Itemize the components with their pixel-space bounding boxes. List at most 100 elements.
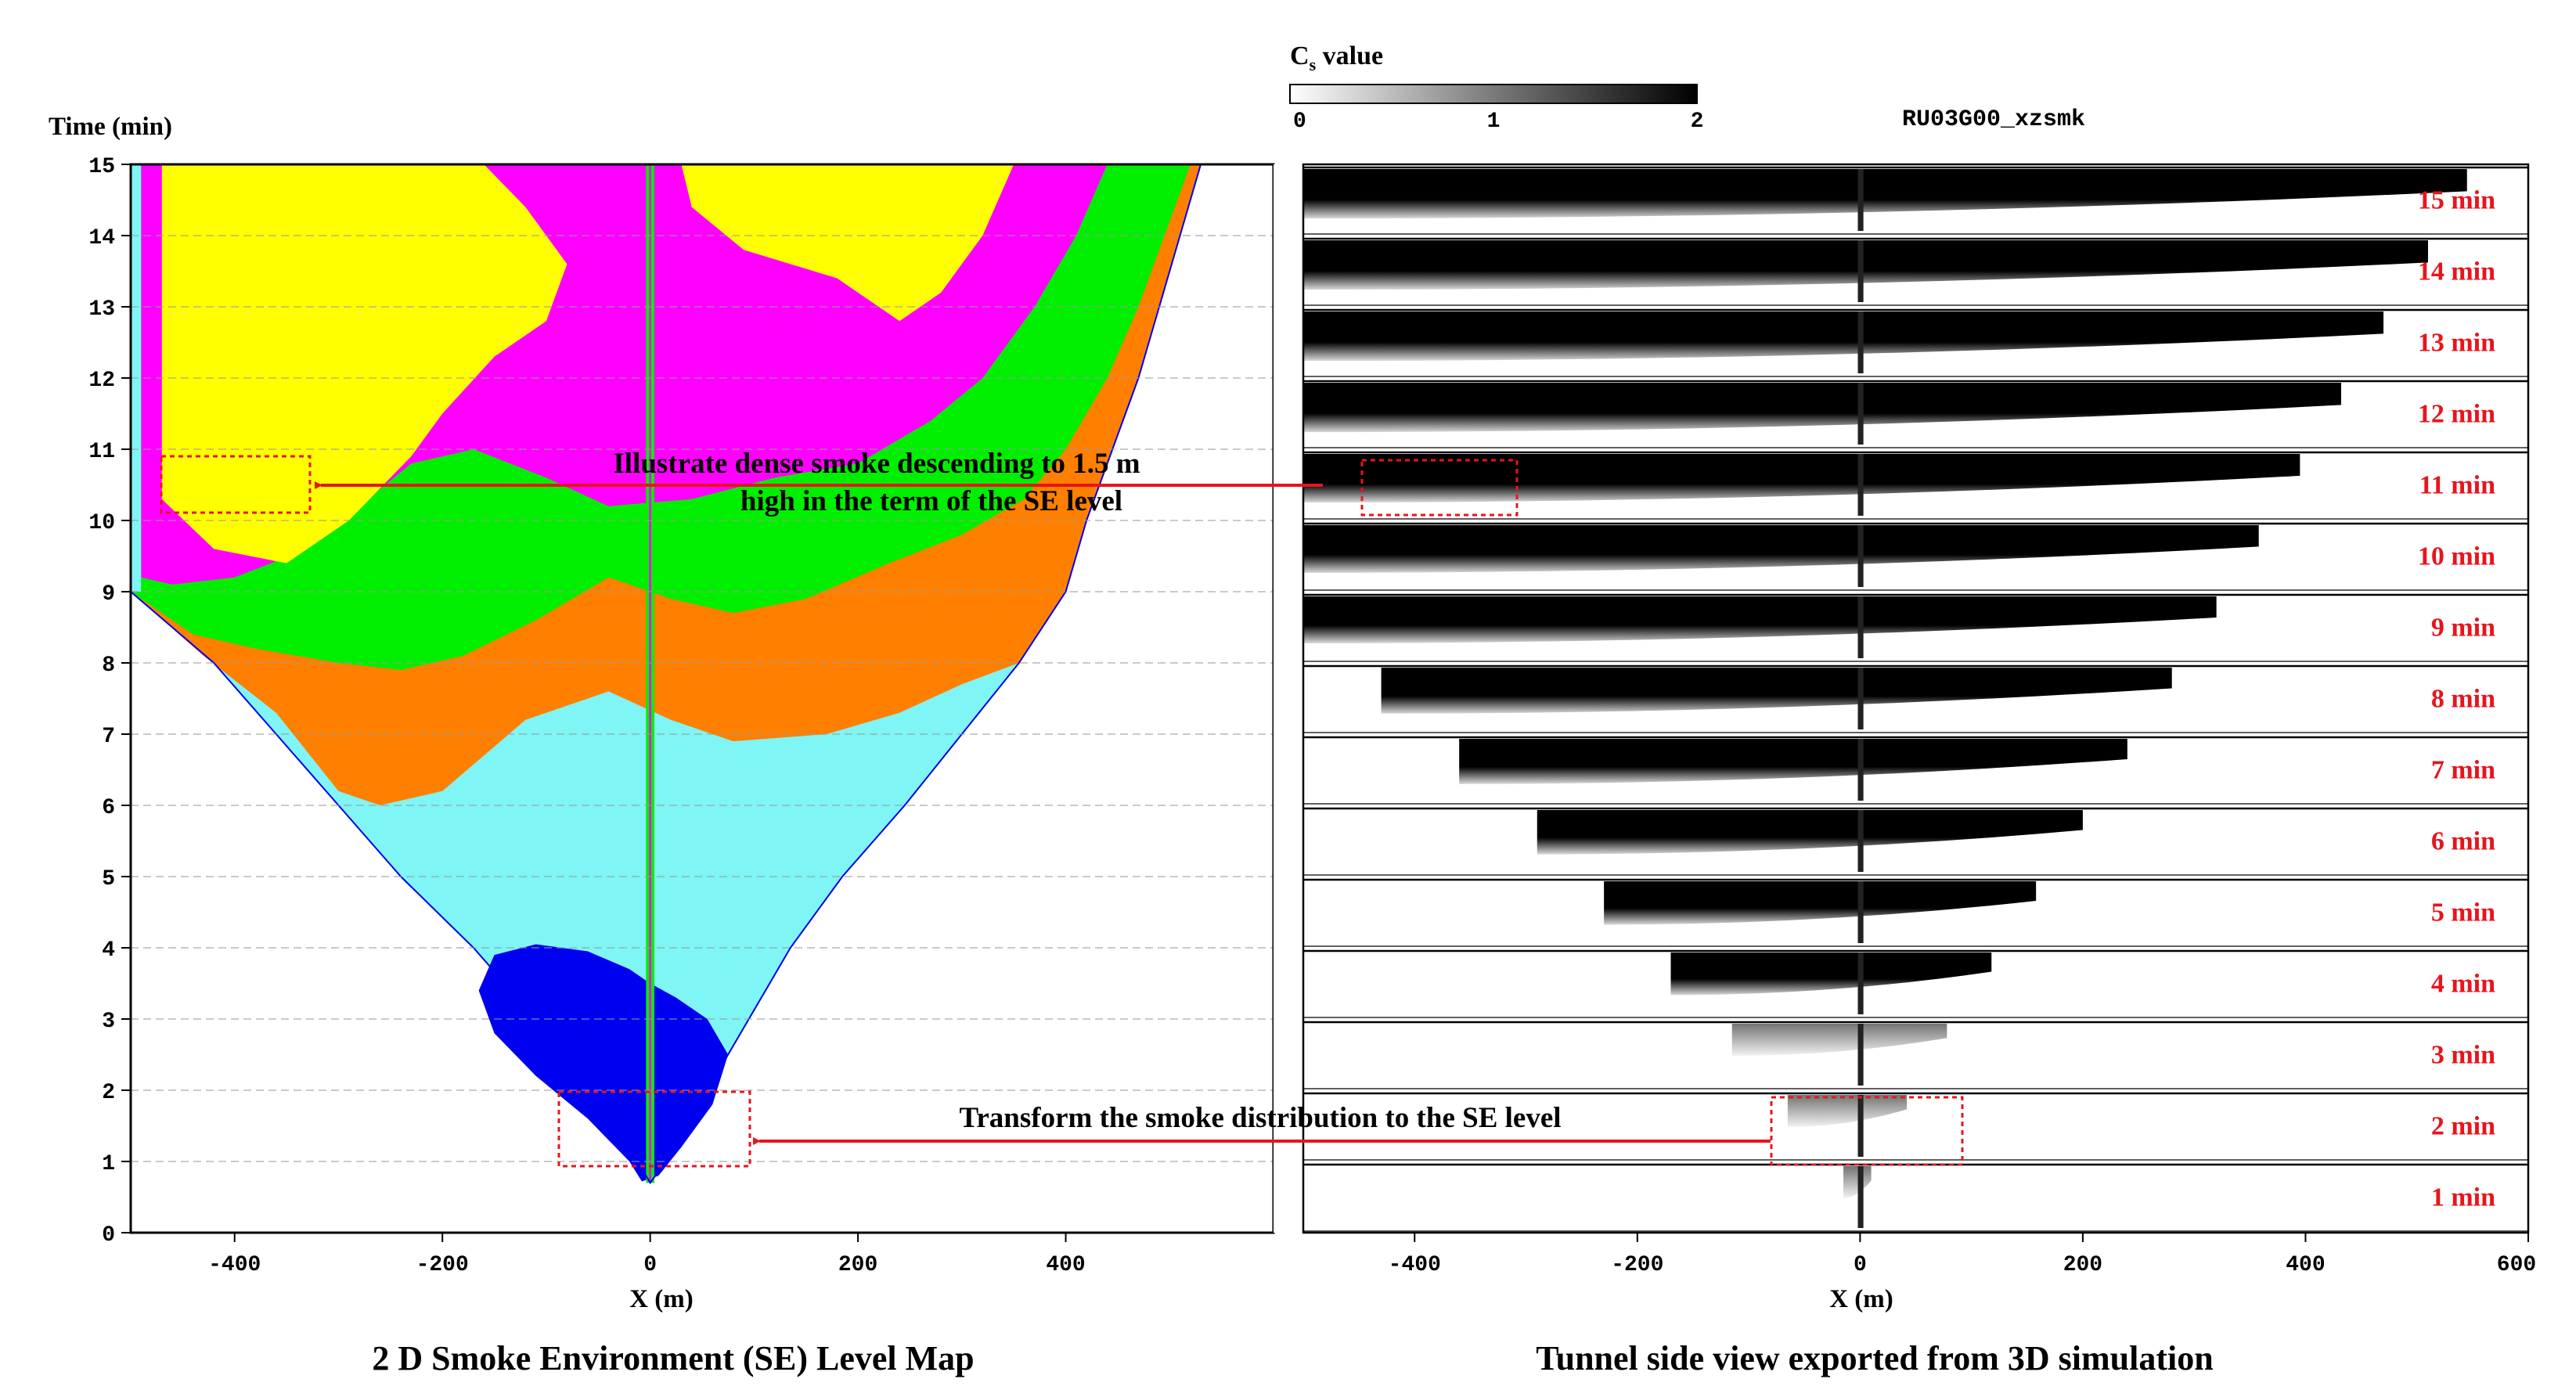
smoke-layer-4min — [1670, 952, 1992, 996]
left-gridlines — [131, 235, 1274, 1162]
right-x-tick-label-0: 0 — [1854, 1253, 1867, 1277]
smoke-layer-9min — [1303, 596, 2217, 643]
colorbar-title: Cs value — [1290, 41, 1383, 74]
smoke-layer-2min — [1787, 1095, 1908, 1127]
left-x-tick-label--200: -200 — [416, 1253, 469, 1277]
snapshot-label-11min: 11 min — [2419, 470, 2495, 499]
smoke-layer-7min — [1459, 739, 2127, 784]
left-x-tick-label-200: 200 — [838, 1253, 877, 1277]
y-tick-label-15: 15 — [88, 155, 115, 179]
y-tick-label-10: 10 — [88, 511, 115, 535]
snapshot-label-6min: 6 min — [2431, 826, 2495, 855]
snapshot-label-4min: 4 min — [2431, 969, 2495, 998]
right-x-tick-label--200: -200 — [1611, 1253, 1663, 1277]
right-x-tick-label-400: 400 — [2286, 1253, 2325, 1277]
left-x-axis-label: X (m) — [629, 1285, 694, 1313]
smoke-layer-10min — [1303, 525, 2259, 573]
left-highlight-box-bottom — [557, 1090, 751, 1168]
se-level-blue-region — [478, 944, 729, 1182]
right-x-tick-label--400: -400 — [1389, 1253, 1441, 1277]
fire-plume-13min — [1857, 311, 1864, 373]
snapshot-label-7min: 7 min — [2431, 755, 2495, 784]
left-x-axis-ticks: -400 -200 0 200 400 — [208, 1233, 1086, 1277]
fire-plume-7min — [1857, 739, 1864, 801]
smoke-layer-15min — [1303, 169, 2467, 219]
snapshot-label-14min: 14 min — [2418, 257, 2495, 286]
colorbar-tick-0: 0 — [1293, 110, 1306, 134]
se-level-yellow-region-left — [161, 164, 567, 564]
right-x-axis-label: X (m) — [1829, 1285, 1893, 1313]
snapshot-label-2min: 2 min — [2431, 1111, 2495, 1140]
annotations: Illustrate dense smoke descending to 1.5… — [160, 448, 1964, 1168]
fire-plume-14min — [1857, 240, 1864, 302]
smoke-layer-12min — [1303, 383, 2341, 433]
fire-plume-8min — [1857, 668, 1864, 729]
fire-plume-15min — [1857, 169, 1864, 231]
snapshot-label-12min: 12 min — [2418, 399, 2495, 428]
snapshot-label-13min: 13 min — [2418, 328, 2495, 357]
smoke-layer-8min — [1381, 668, 2172, 714]
y-tick-label-0: 0 — [102, 1223, 115, 1248]
fire-plume-9min — [1857, 596, 1864, 658]
smoke-layer-11min — [1303, 454, 2300, 503]
fire-plume-1min — [1857, 1166, 1864, 1228]
left-x-tick-label--400: -400 — [208, 1253, 261, 1277]
smoke-layer-1min — [1843, 1166, 1872, 1198]
smoke-layer-3min — [1731, 1024, 1947, 1056]
se-level-center-plume-core — [649, 164, 651, 1183]
smoke-layer-5min — [1604, 881, 2037, 925]
right-panel-title: Tunnel side view exported from 3D simula… — [1536, 1339, 2213, 1377]
colorbar-tick-1: 1 — [1487, 110, 1501, 134]
left-x-tick-label-0: 0 — [643, 1253, 657, 1277]
colorbar-gradient — [1289, 84, 1698, 104]
right-highlight-box-bottom — [1770, 1096, 1964, 1166]
fire-plume-11min — [1857, 454, 1864, 516]
colorbar: Cs value 0 1 2 — [1289, 41, 1704, 134]
snapshot-label-8min: 8 min — [2431, 684, 2495, 713]
left-highlight-box-top — [160, 455, 312, 514]
annotation-top-line2: high in the term of the SE level — [740, 485, 1122, 517]
snapshot-label-15min: 15 min — [2418, 185, 2495, 214]
fire-plume-6min — [1857, 810, 1864, 872]
se-level-regions — [130, 164, 1202, 1185]
right-x-axis-ticks: -400 -200 0 200 400 600 — [1389, 1233, 2536, 1277]
se-level-yellow-region-right — [681, 164, 1014, 322]
annotation-top-line1: Illustrate dense smoke descending to 1.5… — [613, 448, 1140, 480]
annotation-bottom: Transform the smoke distribution to the … — [959, 1102, 1561, 1134]
fire-plume-4min — [1857, 952, 1864, 1014]
y-tick-label-13: 13 — [88, 297, 115, 322]
snapshot-label-3min: 3 min — [2431, 1040, 2495, 1069]
run-label: RU03G00_xzsmk — [1902, 106, 2085, 133]
y-tick-label-1: 1 — [102, 1152, 115, 1176]
right-x-tick-label-200: 200 — [2063, 1253, 2102, 1277]
y-tick-label-9: 9 — [102, 582, 115, 607]
y-tick-label-6: 6 — [102, 796, 115, 820]
fire-plume-12min — [1857, 383, 1864, 445]
fire-plume-3min — [1857, 1024, 1864, 1086]
snapshot-label-1min: 1 min — [2431, 1183, 2495, 1212]
fire-plume-2min — [1857, 1095, 1864, 1157]
right-plot-frame — [1302, 163, 2530, 1234]
left-y-axis-label: Time (min) — [49, 113, 172, 141]
fire-plume-10min — [1857, 525, 1864, 587]
smoke-layer-6min — [1537, 810, 2083, 855]
snapshot-label-5min: 5 min — [2431, 898, 2495, 927]
y-tick-label-12: 12 — [88, 369, 115, 393]
y-tick-label-14: 14 — [88, 226, 115, 250]
y-tick-label-4: 4 — [102, 938, 115, 963]
left-x-tick-label-400: 400 — [1046, 1253, 1085, 1277]
snapshot-label-9min: 9 min — [2431, 613, 2495, 642]
tunnel-snapshot-strips: 15 min 14 min 13 min 12 min 11 min 10 min 9 mi… — [1303, 166, 2528, 1232]
y-tick-label-7: 7 — [102, 725, 115, 749]
colorbar-tick-2: 2 — [1691, 110, 1704, 134]
smoke-layer-14min — [1303, 240, 2428, 290]
fire-plume-5min — [1857, 881, 1864, 943]
right-highlight-box-top — [1360, 459, 1519, 517]
y-tick-label-11: 11 — [88, 440, 115, 464]
left-panel-title: 2 D Smoke Environment (SE) Level Map — [372, 1339, 974, 1377]
